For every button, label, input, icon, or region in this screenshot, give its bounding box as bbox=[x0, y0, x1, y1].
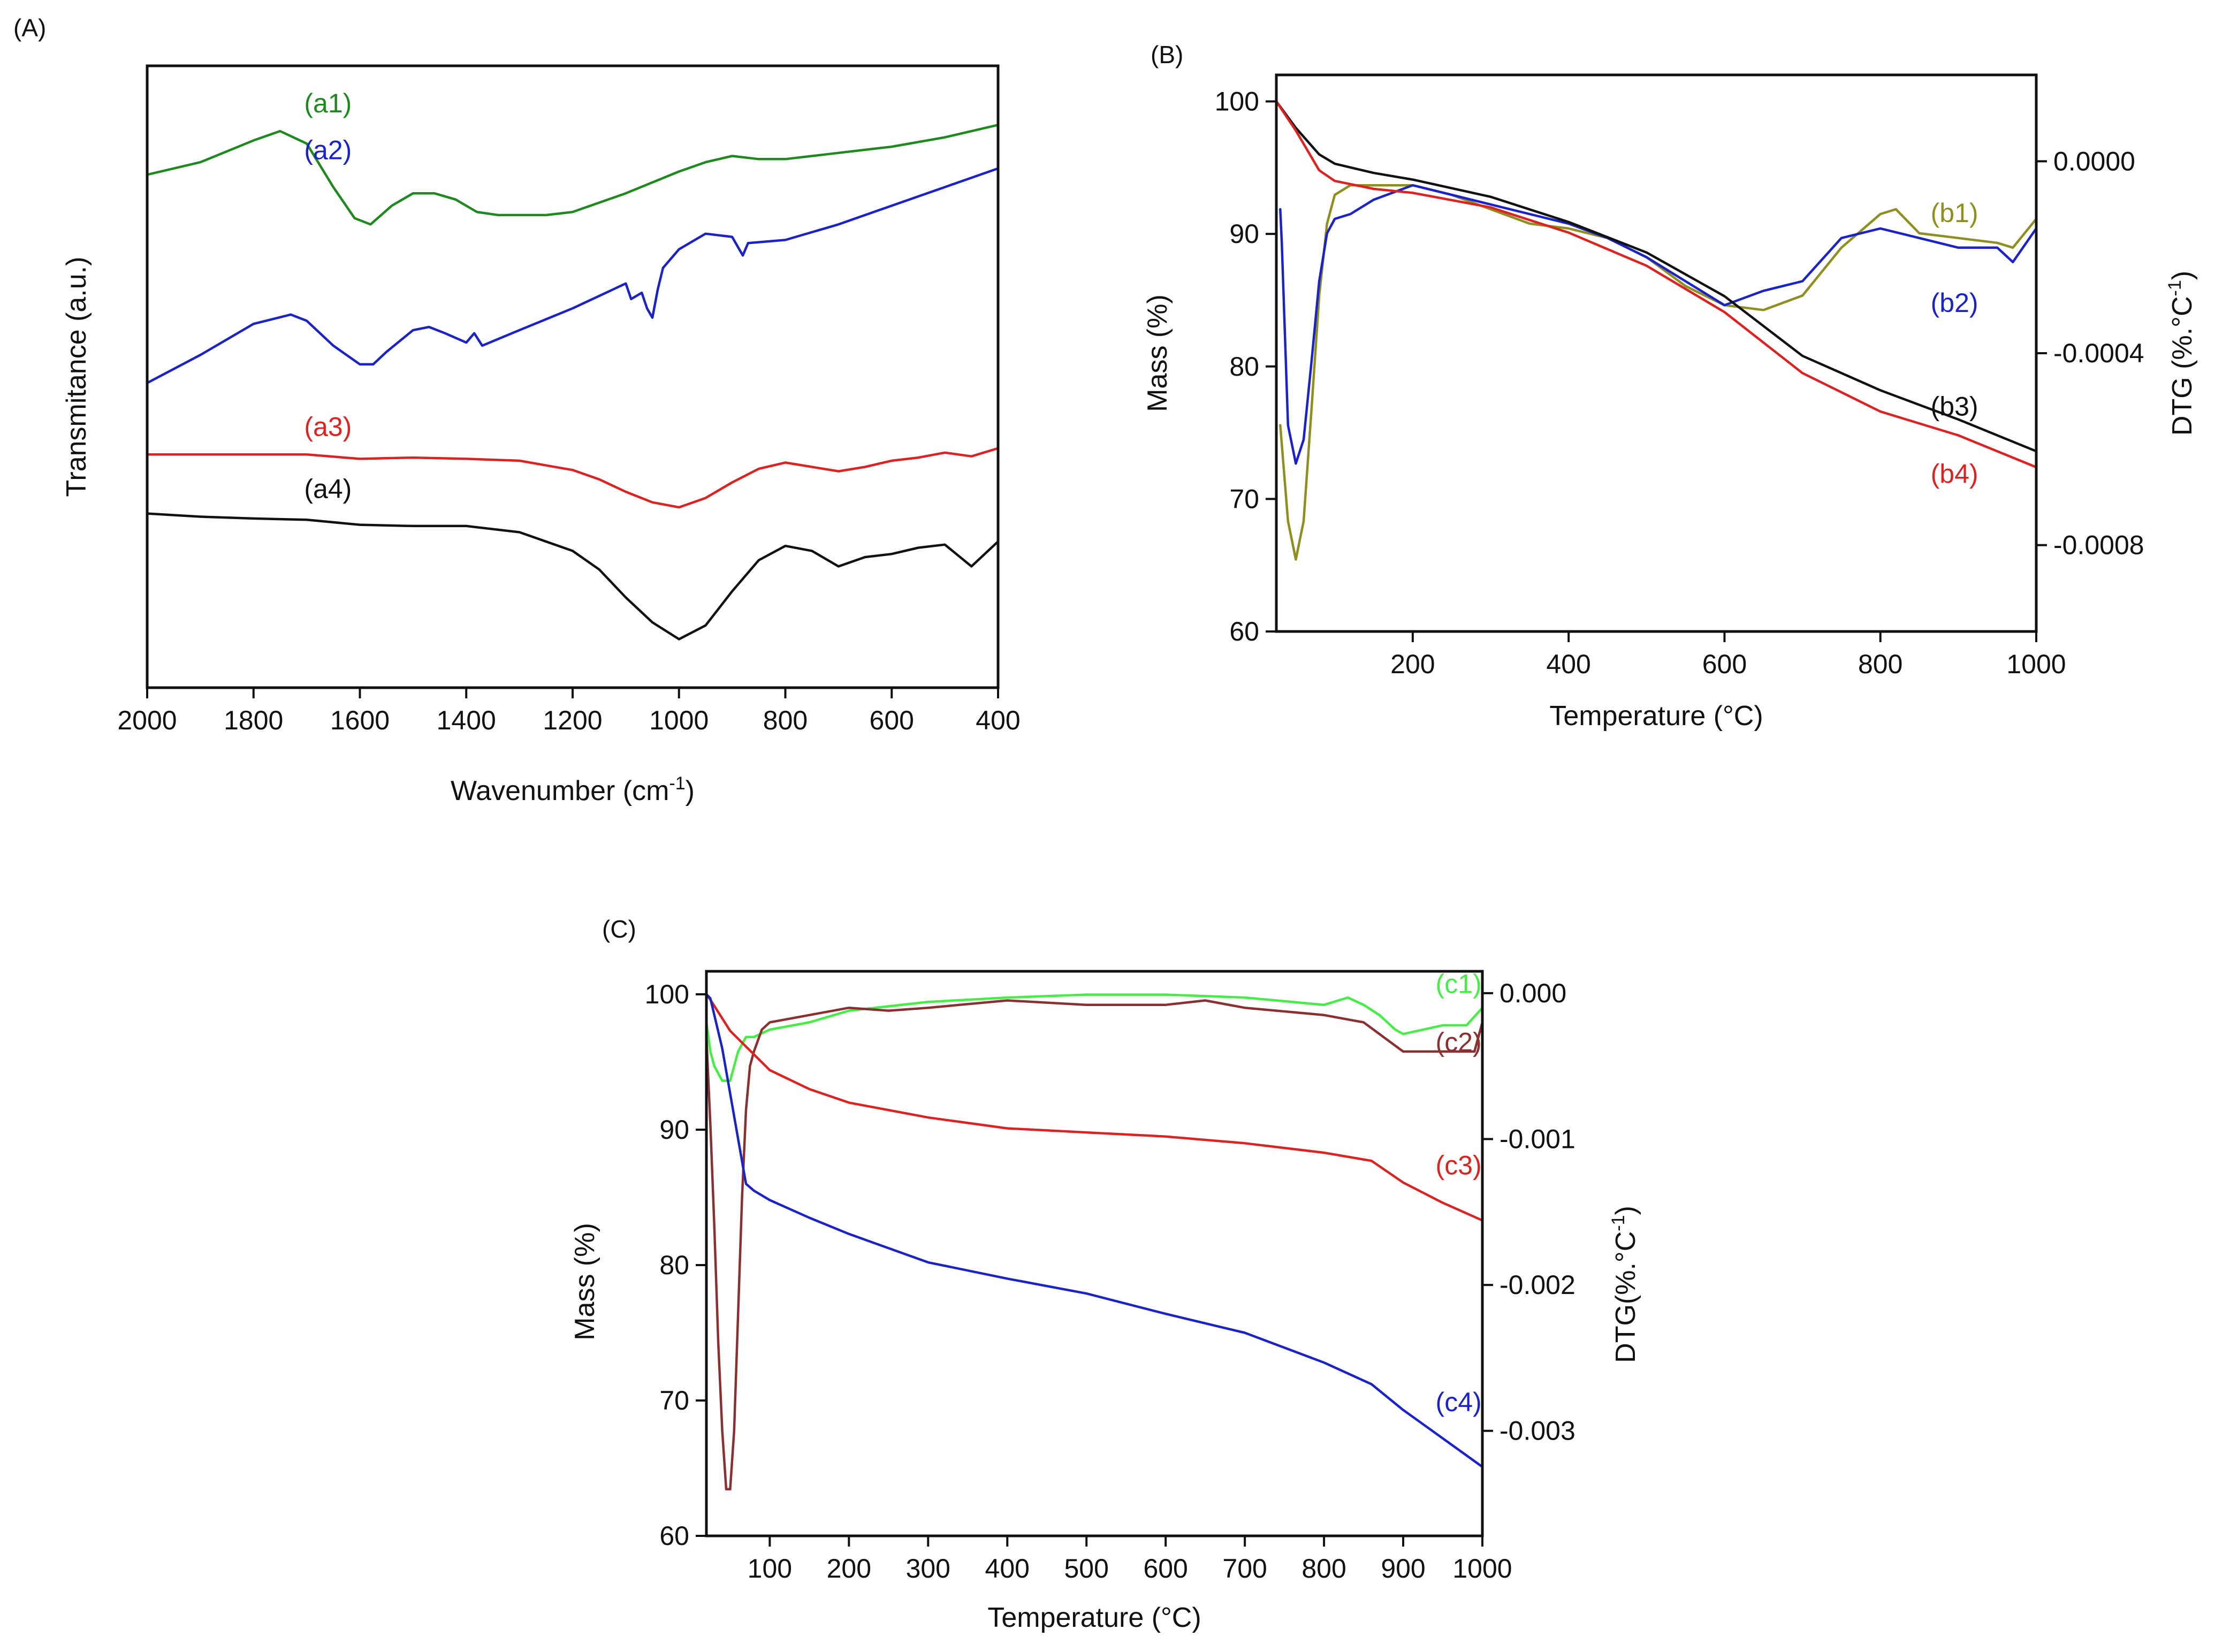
panel-b: (B) 200 400 600 800 1000 60 70 80 90 100 0.0000 -0.… bbox=[1142, 41, 2198, 732]
panel-a-x-tick-label: 1000 bbox=[649, 705, 709, 735]
panel-c-x-tick-label: 800 bbox=[1301, 1554, 1346, 1584]
panel-a-x-tick-label: 800 bbox=[763, 705, 808, 735]
series-line-b2 bbox=[1279, 184, 2038, 465]
series-line-c3 bbox=[705, 993, 1484, 1222]
panel-b-y-tick-label: 60 bbox=[1229, 616, 1259, 646]
panel-b-frame bbox=[1275, 73, 2038, 633]
panel-a-x-tick-label: 1200 bbox=[543, 705, 602, 735]
curve-label-a2: (a2) bbox=[304, 135, 352, 165]
panel-b-y-tick-label: 80 bbox=[1229, 352, 1259, 382]
curve-label-a1: (a1) bbox=[304, 88, 352, 118]
panel-a-x-tick-label: 2000 bbox=[117, 705, 177, 735]
panel-c-y2-tick-label: -0.003 bbox=[1499, 1416, 1575, 1446]
panel-c-y-tick-label: 80 bbox=[659, 1250, 689, 1280]
panel-c-y-tick-label: 90 bbox=[659, 1115, 689, 1145]
panel-c-x-axis-title: Temperature (°C) bbox=[987, 1602, 1201, 1633]
panel-c-plot: 100 200 300 400 500 600 700 800 900 1000 60 70 80 90 1… bbox=[645, 969, 1575, 1584]
panel-c-x-tick-label: 600 bbox=[1143, 1554, 1188, 1584]
panel-c-x-tick-label: 500 bbox=[1064, 1554, 1108, 1584]
panel-c-y2-tick-label: -0.001 bbox=[1499, 1124, 1575, 1154]
panel-a-x-tick-label: 1600 bbox=[330, 705, 390, 735]
panel-b-x-axis-title: Temperature (°C) bbox=[1549, 701, 1763, 732]
series-line-c2 bbox=[705, 999, 1484, 1491]
panel-a-label: (A) bbox=[13, 14, 46, 42]
panel-a-x-tick-label: 1400 bbox=[437, 705, 496, 735]
panel-c-x-tick-label: 100 bbox=[748, 1554, 792, 1584]
panel-b-y-axis-title: Mass (%) bbox=[1142, 294, 1173, 412]
panel-b-y-tick-label: 100 bbox=[1215, 87, 1259, 117]
panel-b-x-tick-label: 600 bbox=[1702, 649, 1747, 679]
series-line-a3 bbox=[146, 447, 1000, 509]
panel-a-x-tick-label: 400 bbox=[976, 705, 1020, 735]
curve-label-c4: (c4) bbox=[1436, 1387, 1482, 1417]
panel-a-y-axis-title: Transmitance (a.u.) bbox=[61, 257, 92, 497]
panel-b-y2-tick-label: -0.0008 bbox=[2053, 530, 2144, 560]
panel-a-frame bbox=[146, 64, 1000, 689]
curve-label-b4: (b4) bbox=[1931, 459, 1978, 489]
series-line-b4 bbox=[1275, 100, 2038, 469]
curve-label-b2: (b2) bbox=[1931, 288, 1978, 318]
panel-c-y-tick-label: 100 bbox=[645, 979, 689, 1009]
panel-b-y-tick-label: 90 bbox=[1229, 219, 1259, 249]
panel-c-label: (C) bbox=[602, 915, 636, 943]
panel-b-x-tick-label: 1000 bbox=[2006, 649, 2066, 679]
series-line-a1 bbox=[146, 124, 1000, 226]
panel-b-y2-axis-title: DTG (%.°C-1) bbox=[2165, 271, 2198, 436]
panel-c-y2-tick-label: -0.002 bbox=[1499, 1270, 1575, 1300]
series-line-a4 bbox=[146, 512, 1000, 641]
panel-c-y-axis-title: Mass (%) bbox=[569, 1223, 600, 1341]
panel-b-x-tick-label: 800 bbox=[1858, 649, 1902, 679]
curve-label-c1: (c1) bbox=[1436, 969, 1482, 999]
panel-c-x-tick-label: 400 bbox=[985, 1554, 1030, 1584]
curve-label-b1: (b1) bbox=[1931, 198, 1978, 228]
panel-c-x-tick-label: 700 bbox=[1222, 1554, 1267, 1584]
panel-b-x-tick-label: 400 bbox=[1546, 649, 1590, 679]
panel-a: (A) 2000 1800 1600 1400 1200 1000 800 600 400 (a1… bbox=[13, 14, 1021, 806]
panel-c: (C) 100 200 300 400 500 600 700 800 900 1000 60 70 8… bbox=[569, 915, 1641, 1633]
panel-a-x-tick-label: 1800 bbox=[224, 705, 283, 735]
panel-b-label: (B) bbox=[1151, 41, 1183, 68]
panel-a-x-tick-label: 600 bbox=[870, 705, 914, 735]
series-line-b3 bbox=[1275, 100, 2038, 453]
curve-label-b3: (b3) bbox=[1931, 391, 1978, 421]
curve-label-a3: (a3) bbox=[304, 412, 352, 441]
panel-c-y2-tick-label: 0.000 bbox=[1499, 978, 1566, 1008]
panel-b-y-tick-label: 70 bbox=[1229, 484, 1259, 514]
panel-c-y-tick-label: 70 bbox=[659, 1385, 689, 1415]
series-line-b1 bbox=[1279, 184, 2038, 561]
panel-c-x-tick-label: 300 bbox=[906, 1554, 950, 1584]
curve-label-c3: (c3) bbox=[1436, 1150, 1482, 1180]
panel-c-x-tick-label: 200 bbox=[827, 1554, 871, 1584]
curve-label-a4: (a4) bbox=[304, 474, 352, 504]
panel-b-y2-tick-label: -0.0004 bbox=[2053, 338, 2144, 368]
panel-b-plot: 200 400 600 800 1000 60 70 80 90 100 0.0000 -0.0004… bbox=[1215, 87, 2144, 679]
panel-c-x-tick-label: 1000 bbox=[1452, 1554, 1512, 1584]
series-line-a2 bbox=[146, 167, 1000, 384]
panel-a-plot: 2000 1800 1600 1400 1200 1000 800 600 400 (a1) (a2… bbox=[117, 88, 1020, 735]
panel-c-y2-axis-title: DTG(%.°C-1) bbox=[1608, 1206, 1641, 1363]
panel-c-x-tick-label: 900 bbox=[1381, 1554, 1425, 1584]
panel-a-x-axis-title: Wavenumber (cm-1) bbox=[451, 773, 695, 806]
panel-c-y-tick-label: 60 bbox=[659, 1521, 689, 1551]
series-line-c4 bbox=[705, 993, 1484, 1468]
curve-label-c2: (c2) bbox=[1436, 1027, 1482, 1057]
panel-b-x-tick-label: 200 bbox=[1390, 649, 1435, 679]
panel-c-frame bbox=[705, 970, 1484, 1537]
panel-b-y2-tick-label: 0.0000 bbox=[2053, 146, 2135, 176]
series-line-c1 bbox=[705, 993, 1484, 1082]
